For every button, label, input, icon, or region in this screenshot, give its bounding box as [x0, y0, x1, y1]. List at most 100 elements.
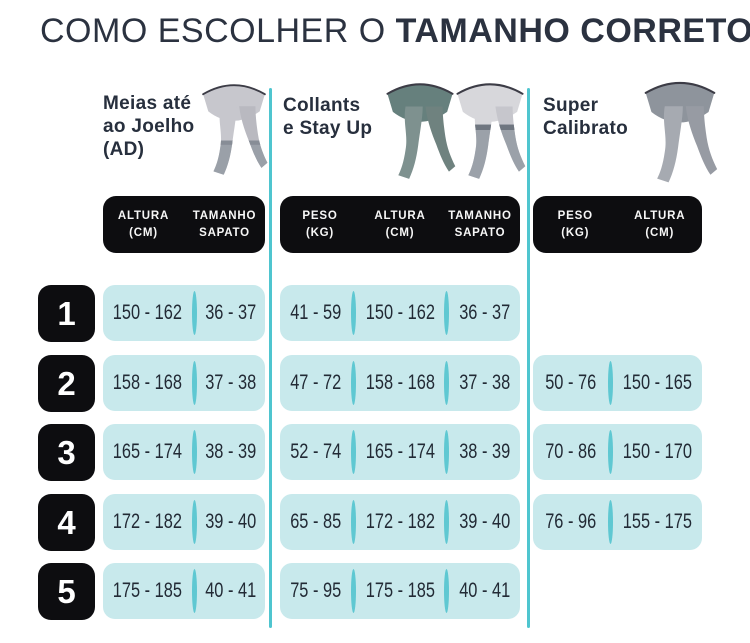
section-divider-line — [527, 88, 530, 628]
cell-divider — [444, 291, 450, 335]
section-title-line: Super — [543, 95, 599, 116]
section-title-super-calibrato: Super Calibrato — [543, 94, 628, 140]
section-title-line: Calibrato — [543, 118, 629, 139]
page-title-bold: TAMANHO CORRETO? — [395, 12, 750, 50]
page-title-regular: COMO ESCOLHER O — [40, 12, 396, 50]
section-title-line: ao Joelho — [103, 116, 195, 137]
cell-divider — [350, 569, 356, 613]
size-row-number-5: 5 — [38, 563, 95, 620]
column-header-line: ALTURA — [634, 209, 686, 222]
knee-high-socks-legs-icon — [202, 84, 268, 175]
collants-size-1-cell: 41 - 59 150 - 162 36 - 37 — [280, 285, 520, 341]
peso-value: 70 - 86 — [545, 440, 597, 463]
peso-value: 52 - 74 — [289, 440, 341, 463]
super-calibrato-size-4-cell: 76 - 96 155 - 175 — [533, 494, 702, 550]
cell-divider — [350, 291, 356, 335]
altura-value: 150 - 162 — [112, 301, 182, 324]
peso-value: 50 - 76 — [545, 371, 597, 394]
altura-value: 165 - 174 — [112, 440, 182, 463]
collants-size-5-cell: 75 - 95 175 - 185 40 - 41 — [280, 563, 520, 619]
size-row-number-1: 1 — [38, 285, 95, 342]
column-header-altura: ALTURA (CM) — [103, 208, 184, 242]
cell-divider — [350, 500, 356, 544]
tamanho-sapato-value: 38 - 39 — [205, 440, 257, 463]
column-header-altura: ALTURA (CM) — [618, 208, 703, 242]
altura-value: 165 - 174 — [365, 440, 435, 463]
collants-legs-icon — [386, 83, 456, 179]
peso-value: 76 - 96 — [545, 510, 597, 533]
tamanho-sapato-value: 36 - 37 — [459, 301, 511, 324]
tamanho-sapato-value: 36 - 37 — [205, 301, 257, 324]
peso-value: 75 - 95 — [289, 579, 341, 602]
column-header-line: (KG) — [561, 226, 590, 239]
altura-value: 158 - 168 — [112, 371, 182, 394]
altura-value: 150 - 162 — [365, 301, 435, 324]
peso-value: 65 - 85 — [289, 510, 341, 533]
altura-value: 150 - 170 — [623, 440, 693, 463]
column-header-line: ALTURA — [117, 209, 170, 222]
peso-value: 41 - 59 — [289, 301, 341, 324]
cell-divider — [191, 361, 197, 405]
column-header-line: (CM) — [385, 226, 415, 239]
column-header-line: (KG) — [305, 226, 335, 239]
tamanho-sapato-value: 39 - 40 — [205, 510, 257, 533]
cell-divider — [608, 361, 614, 405]
column-header-peso: PESO (KG) — [280, 208, 360, 242]
cell-divider — [191, 430, 197, 474]
column-header-line: SAPATO — [199, 226, 250, 239]
cell-divider — [191, 291, 197, 335]
altura-value: 175 - 185 — [112, 579, 182, 602]
page-title: COMO ESCOLHER O TAMANHO CORRETO? — [40, 12, 750, 51]
super-calibrato-size-3-cell: 70 - 86 150 - 170 — [533, 424, 702, 480]
column-header-tamanho-sapato: TAMANHO SAPATO — [440, 208, 520, 242]
altura-value: 172 - 182 — [365, 510, 435, 533]
cell-divider — [444, 569, 450, 613]
collants-size-2-cell: 47 - 72 158 - 168 37 - 38 — [280, 355, 520, 411]
stay-up-legs-icon — [456, 83, 526, 179]
altura-value: 175 - 185 — [365, 579, 435, 602]
size-row-number-3: 3 — [38, 424, 95, 481]
cell-divider — [191, 569, 197, 613]
header-bar-meias: ALTURA (CM) TAMANHO SAPATO — [103, 196, 265, 253]
tamanho-sapato-value: 37 - 38 — [459, 371, 511, 394]
cell-divider — [444, 361, 450, 405]
column-header-line: (CM) — [645, 226, 675, 239]
collants-size-3-cell: 52 - 74 165 - 174 38 - 39 — [280, 424, 520, 480]
tamanho-sapato-value: 37 - 38 — [205, 371, 257, 394]
column-header-line: PESO — [302, 209, 338, 222]
section-title-line: Collants — [283, 95, 361, 116]
column-header-peso: PESO (KG) — [533, 208, 618, 242]
section-title-meias: Meias até ao Joelho (AD) — [103, 92, 194, 161]
column-header-altura: ALTURA (CM) — [360, 208, 440, 242]
tamanho-sapato-value: 40 - 41 — [205, 579, 257, 602]
meias-size-5-cell: 175 - 185 40 - 41 — [103, 563, 265, 619]
meias-size-1-cell: 150 - 162 36 - 37 — [103, 285, 265, 341]
collants-size-4-cell: 65 - 85 172 - 182 39 - 40 — [280, 494, 520, 550]
cell-divider — [350, 430, 356, 474]
column-header-tamanho-sapato: TAMANHO SAPATO — [184, 208, 265, 242]
meias-size-4-cell: 172 - 182 39 - 40 — [103, 494, 265, 550]
header-bar-collants: PESO (KG) ALTURA (CM) TAMANHO SAPATO — [280, 196, 520, 253]
section-title-line: e Stay Up — [283, 118, 373, 139]
size-row-number-2: 2 — [38, 355, 95, 412]
column-header-line: SAPATO — [454, 226, 506, 239]
column-header-line: TAMANHO — [448, 209, 512, 222]
size-row-number-4: 4 — [38, 494, 95, 551]
tamanho-sapato-value: 39 - 40 — [459, 510, 511, 533]
altura-value: 158 - 168 — [365, 371, 435, 394]
meias-size-2-cell: 158 - 168 37 - 38 — [103, 355, 265, 411]
header-bar-super-calibrato: PESO (KG) ALTURA (CM) — [533, 196, 702, 253]
section-divider-line — [269, 88, 272, 628]
tamanho-sapato-value: 38 - 39 — [459, 440, 511, 463]
tamanho-sapato-value: 40 - 41 — [459, 579, 511, 602]
altura-value: 150 - 165 — [623, 371, 693, 394]
meias-size-3-cell: 165 - 174 38 - 39 — [103, 424, 265, 480]
cell-divider — [608, 430, 614, 474]
cell-divider — [444, 500, 450, 544]
column-header-line: PESO — [557, 209, 593, 222]
section-title-line: Meias até — [103, 93, 192, 114]
super-calibrato-legs-icon — [644, 81, 718, 183]
cell-divider — [444, 430, 450, 474]
column-header-line: TAMANHO — [192, 209, 257, 222]
